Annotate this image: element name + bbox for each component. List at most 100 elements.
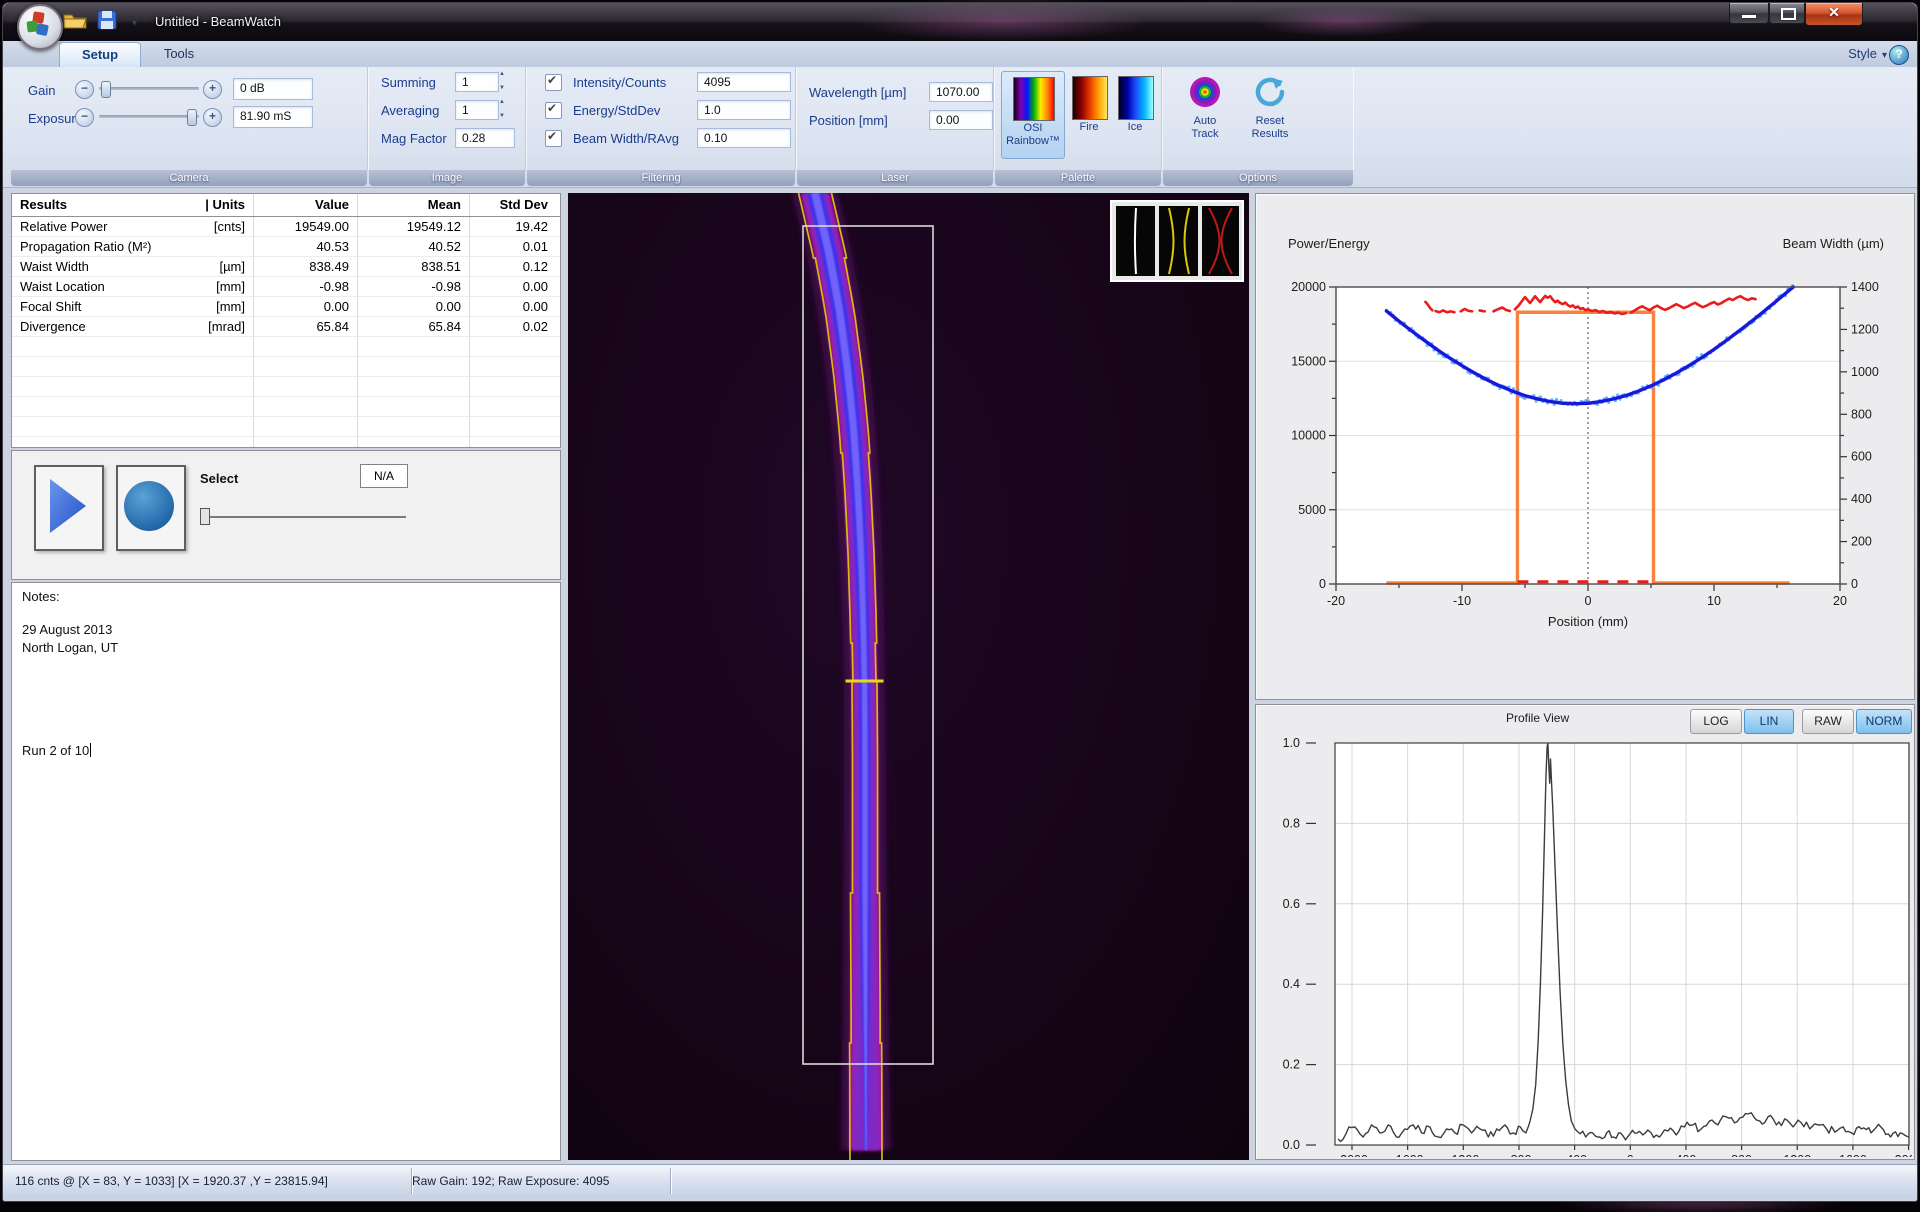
svg-text:0: 0 [1851, 577, 1858, 591]
position-value[interactable]: 0.00 [929, 110, 993, 130]
beam-width-ravg-checkbox[interactable] [545, 130, 562, 147]
svg-text:15000: 15000 [1291, 354, 1326, 368]
play-button[interactable] [34, 465, 104, 551]
text-cursor [90, 743, 91, 757]
select-slider[interactable] [202, 516, 406, 518]
svg-text:1400: 1400 [1851, 280, 1879, 294]
play-icon [36, 467, 98, 545]
svg-text:0.0: 0.0 [1283, 1138, 1300, 1152]
maximize-button[interactable] [1769, 3, 1805, 24]
svg-text:1.0: 1.0 [1283, 736, 1300, 750]
style-dropdown[interactable]: Style [1848, 46, 1887, 61]
lin-button[interactable]: LIN [1744, 709, 1794, 734]
acquisition-controls: Select N/A [11, 450, 561, 580]
intensity-counts-label: Intensity/Counts [573, 75, 666, 90]
exposure-value[interactable]: 81.90 mS [233, 106, 313, 128]
exposure-decrease-button[interactable]: − [75, 108, 94, 127]
status-raw-gain-exposure: Raw Gain: 192; Raw Exposure: 4095 [404, 1168, 671, 1194]
window-title: Untitled - BeamWatch [155, 14, 281, 29]
select-value-box: N/A [360, 464, 408, 488]
open-file-icon[interactable] [63, 10, 87, 35]
raw-button[interactable]: RAW [1802, 709, 1854, 734]
close-button[interactable] [1805, 3, 1863, 26]
minimize-button[interactable] [1729, 3, 1769, 24]
profile-chart[interactable]: 0.00.20.40.60.81.0-2000-1600-1200-800-40… [1256, 705, 1912, 1157]
intensity-counts-checkbox[interactable] [545, 74, 562, 91]
beam-width-ravg-value[interactable]: 0.10 [697, 128, 791, 148]
notes-area[interactable]: Notes: 29 August 2013 North Logan, UT Ru… [11, 582, 561, 1161]
tab-tools[interactable]: Tools [143, 42, 215, 66]
gain-value[interactable]: 0 dB [233, 78, 313, 100]
summing-label: Summing [381, 75, 436, 90]
svg-text:1200: 1200 [1851, 322, 1879, 336]
select-slider-thumb[interactable] [200, 508, 210, 525]
title-bar[interactable]: Untitled - BeamWatch [3, 3, 1917, 41]
summing-value[interactable]: 1 [455, 72, 499, 92]
fire-swatch-icon [1072, 76, 1108, 120]
svg-text:-400: -400 [1562, 1153, 1587, 1157]
svg-text:800: 800 [1731, 1153, 1752, 1157]
svg-text:-1600: -1600 [1392, 1153, 1424, 1157]
svg-text:200: 200 [1851, 535, 1872, 549]
exposure-slider-thumb[interactable] [187, 109, 197, 126]
palette-fire-button[interactable]: Fire [1067, 71, 1111, 157]
svg-text:20: 20 [1833, 594, 1847, 608]
gain-decrease-button[interactable]: − [75, 80, 94, 99]
help-icon[interactable] [1889, 45, 1909, 65]
gain-slider-thumb[interactable] [101, 81, 111, 98]
profile-view-title: Profile View [1506, 711, 1569, 725]
status-bar: 116 cnts @ [X = 83, Y = 1033] [X = 1920.… [3, 1164, 1917, 1199]
svg-text:400: 400 [1851, 492, 1872, 506]
norm-button[interactable]: NORM [1856, 709, 1912, 734]
ribbon-group-filtering: Intensity/Counts 4095 Energy/StdDev 1.0 … [527, 67, 796, 170]
energy-stddev-value[interactable]: 1.0 [697, 100, 791, 120]
qat-dropdown-icon[interactable] [127, 13, 137, 31]
gain-slider[interactable] [99, 87, 199, 90]
exposure-slider[interactable] [99, 115, 199, 118]
notes-label: Notes: [22, 589, 60, 604]
stop-button[interactable] [116, 465, 186, 551]
notes-line-current: Run 2 of 10 [22, 743, 91, 758]
svg-text:-1200: -1200 [1447, 1153, 1479, 1157]
exposure-increase-button[interactable]: + [203, 108, 222, 127]
caustic-thumbnail[interactable] [1111, 201, 1243, 281]
mag-factor-value[interactable]: 0.28 [455, 128, 515, 148]
ice-swatch-icon [1118, 76, 1154, 120]
svg-text:5000: 5000 [1298, 503, 1326, 517]
gain-increase-button[interactable]: + [203, 80, 222, 99]
notes-line: 29 August 2013 [22, 622, 112, 637]
energy-stddev-checkbox[interactable] [545, 102, 562, 119]
averaging-spinner[interactable] [497, 99, 511, 119]
osi-rainbow-swatch-icon [1013, 77, 1055, 121]
summing-spinner[interactable] [497, 71, 511, 91]
intensity-counts-value[interactable]: 4095 [697, 72, 791, 92]
wavelength-value[interactable]: 1070.00 [929, 82, 993, 102]
position-label: Position [mm] [809, 113, 888, 128]
group-label-filtering: Filtering [527, 170, 795, 186]
group-label-options: Options [1163, 170, 1353, 186]
averaging-value[interactable]: 1 [455, 100, 499, 120]
beam-camera-view[interactable] [568, 193, 1249, 1160]
save-icon[interactable] [97, 10, 117, 35]
application-menu-button[interactable] [17, 4, 63, 50]
tab-setup[interactable]: Setup [59, 42, 141, 67]
table-row-empty [12, 357, 560, 377]
group-label-palette: Palette [995, 170, 1161, 186]
stop-icon [118, 467, 180, 545]
caustic-chart[interactable]: 0500010000150002000002004006008001000120… [1256, 194, 1912, 697]
palette-ice-button[interactable]: Ice [1113, 71, 1157, 157]
log-button[interactable]: LOG [1690, 709, 1742, 734]
